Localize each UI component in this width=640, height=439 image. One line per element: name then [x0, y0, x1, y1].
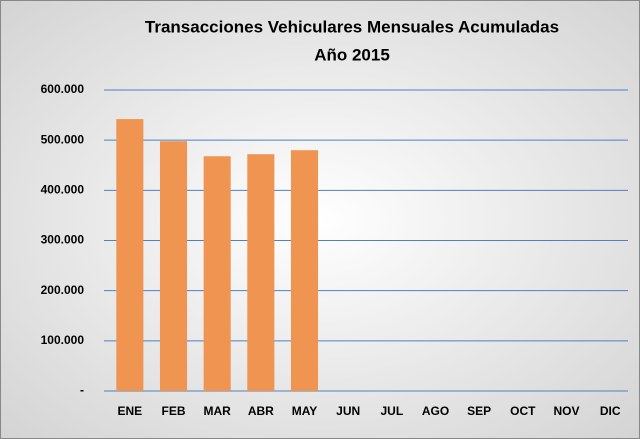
y-tick-label: 200.000	[41, 283, 85, 297]
y-tick-label: 100.000	[41, 333, 85, 347]
chart-subtitle: Año 2015	[314, 45, 390, 64]
x-tick-label: FEB	[162, 404, 186, 418]
bar	[116, 119, 144, 391]
x-tick-label: MAR	[204, 404, 232, 418]
chart-title: Transacciones Vehiculares Mensuales Acum…	[145, 17, 559, 36]
bar	[290, 150, 319, 391]
x-tick-label: DIC	[600, 404, 621, 418]
x-tick-label: SEP	[467, 404, 491, 418]
y-tick-label: 500.000	[41, 132, 85, 146]
x-tick-label: MAY	[292, 404, 318, 418]
y-tick-label: 400.000	[41, 183, 85, 197]
x-tick-label: ENE	[117, 404, 142, 418]
x-tick-label: OCT	[510, 404, 536, 418]
y-tick-label: 600.000	[41, 82, 85, 96]
y-tick-label: -	[80, 383, 84, 397]
x-tick-label: JUN	[336, 404, 360, 418]
x-tick-label: NOV	[553, 404, 579, 418]
bar	[159, 141, 188, 391]
y-tick-label: 300.000	[41, 233, 85, 247]
bar	[203, 156, 231, 391]
x-tick-label: AGO	[422, 404, 449, 418]
bar	[247, 154, 275, 391]
x-tick-label: JUL	[380, 404, 403, 418]
x-tick-label: ABR	[248, 404, 274, 418]
